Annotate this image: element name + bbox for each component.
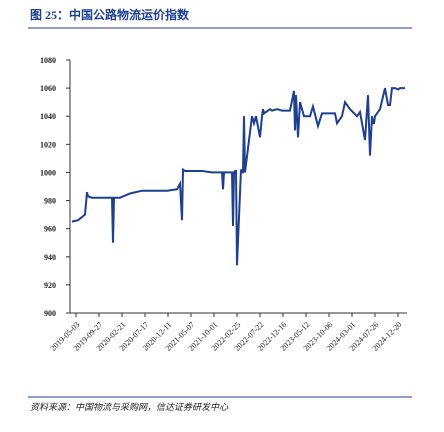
series-line xyxy=(71,87,405,266)
y-tick-label: 1060 xyxy=(40,84,56,93)
y-tick-label: 980 xyxy=(44,197,56,206)
y-tick-label: 1040 xyxy=(40,112,56,121)
y-tick-label: 1000 xyxy=(40,168,56,177)
source: 资料来源：中国物流与采购网，信达证券研发中心 xyxy=(30,402,229,412)
y-tick-label: 1020 xyxy=(40,140,56,149)
y-tick-label: 960 xyxy=(44,225,56,234)
y-tick-label: 920 xyxy=(44,281,56,290)
y-tick-label: 900 xyxy=(44,309,56,318)
y-tick-label: 940 xyxy=(44,253,56,262)
chart-title: 图 25：中国公路物流运价指数 xyxy=(30,7,190,22)
y-tick-label: 1080 xyxy=(40,56,56,65)
